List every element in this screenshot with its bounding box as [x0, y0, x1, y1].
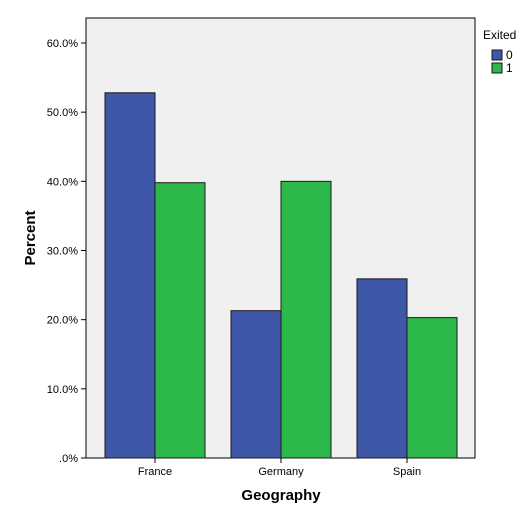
legend-swatch-0	[491, 49, 503, 61]
x-tick-label: Germany	[258, 466, 304, 478]
x-axis-ticks: France Germany Spain	[138, 458, 421, 478]
y-tick-label: 10.0%	[47, 384, 78, 396]
bar-spain-exited-0	[356, 278, 408, 459]
y-axis-title: Percent	[22, 210, 39, 265]
bar-germany-exited-1	[280, 180, 332, 459]
y-tick-label: .0%	[59, 453, 78, 465]
y-tick-label: 40.0%	[47, 176, 78, 188]
y-tick-label: 50.0%	[47, 107, 78, 119]
legend: Exited 0 1	[483, 28, 516, 75]
legend-title: Exited	[483, 28, 516, 42]
legend-label-1: 1	[506, 61, 513, 75]
bar-france-exited-0	[104, 92, 156, 459]
bar-germany-exited-0	[230, 310, 282, 459]
bars-group	[104, 92, 458, 459]
y-tick-label: 30.0%	[47, 246, 78, 258]
legend-label-0: 0	[506, 48, 513, 62]
y-axis-ticks: .0% 10.0% 20.0% 30.0% 40.0% 50.0% 60.0%	[47, 38, 86, 465]
x-tick-label: Spain	[393, 466, 421, 478]
x-tick-label: France	[138, 466, 172, 478]
bar-spain-exited-1	[406, 317, 458, 459]
y-tick-label: 20.0%	[47, 315, 78, 327]
y-tick-label: 60.0%	[47, 38, 78, 50]
legend-swatch-1	[491, 62, 503, 74]
x-axis-title: Geography	[241, 487, 321, 504]
bar-france-exited-1	[154, 182, 206, 459]
